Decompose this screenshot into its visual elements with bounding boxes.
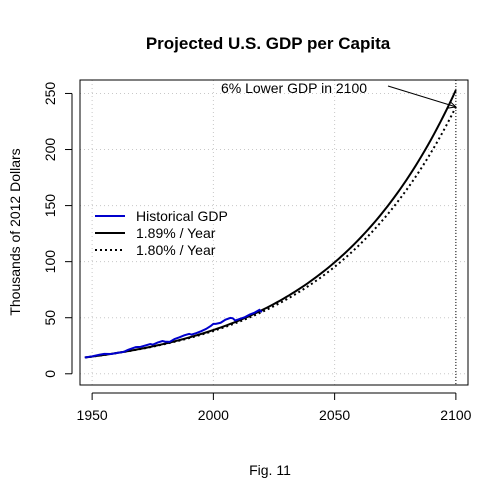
y-tick-label: 0 xyxy=(42,370,58,378)
legend-label: Historical GDP xyxy=(136,208,228,224)
x-axis: 1950 2000 2050 2100 xyxy=(77,392,472,423)
x-tick-label: 2050 xyxy=(319,407,350,423)
chart-title: Projected U.S. GDP per Capita xyxy=(146,34,391,53)
x-tick-label: 2100 xyxy=(440,407,471,423)
y-tick-label: 100 xyxy=(42,250,58,274)
y-tick-label: 150 xyxy=(42,194,58,218)
series-line xyxy=(84,89,457,359)
plot-frame xyxy=(79,79,469,386)
legend-label: 1.89% / Year xyxy=(136,225,216,241)
annotation-arrowhead xyxy=(447,101,457,109)
y-tick-label: 250 xyxy=(42,82,58,106)
y-tick-label: 50 xyxy=(42,310,58,326)
annotation-group: 6% Lower GDP in 2100 xyxy=(221,80,457,109)
y-axis-label: Thousands of 2012 Dollars xyxy=(7,148,23,315)
series-line xyxy=(84,308,263,359)
annotation-text: 6% Lower GDP in 2100 xyxy=(221,80,367,96)
legend-label: 1.80% / Year xyxy=(136,242,216,258)
figure-caption: Fig. 11 xyxy=(249,462,291,478)
x-tick-label: 2000 xyxy=(198,407,229,423)
x-tick-label: 1950 xyxy=(77,407,108,423)
grid-lines xyxy=(80,80,468,385)
y-axis: 0 50 100 150 200 250 xyxy=(42,82,73,378)
series-lines xyxy=(84,89,457,359)
annotation-arrow xyxy=(387,85,457,108)
y-tick-label: 200 xyxy=(42,138,58,162)
